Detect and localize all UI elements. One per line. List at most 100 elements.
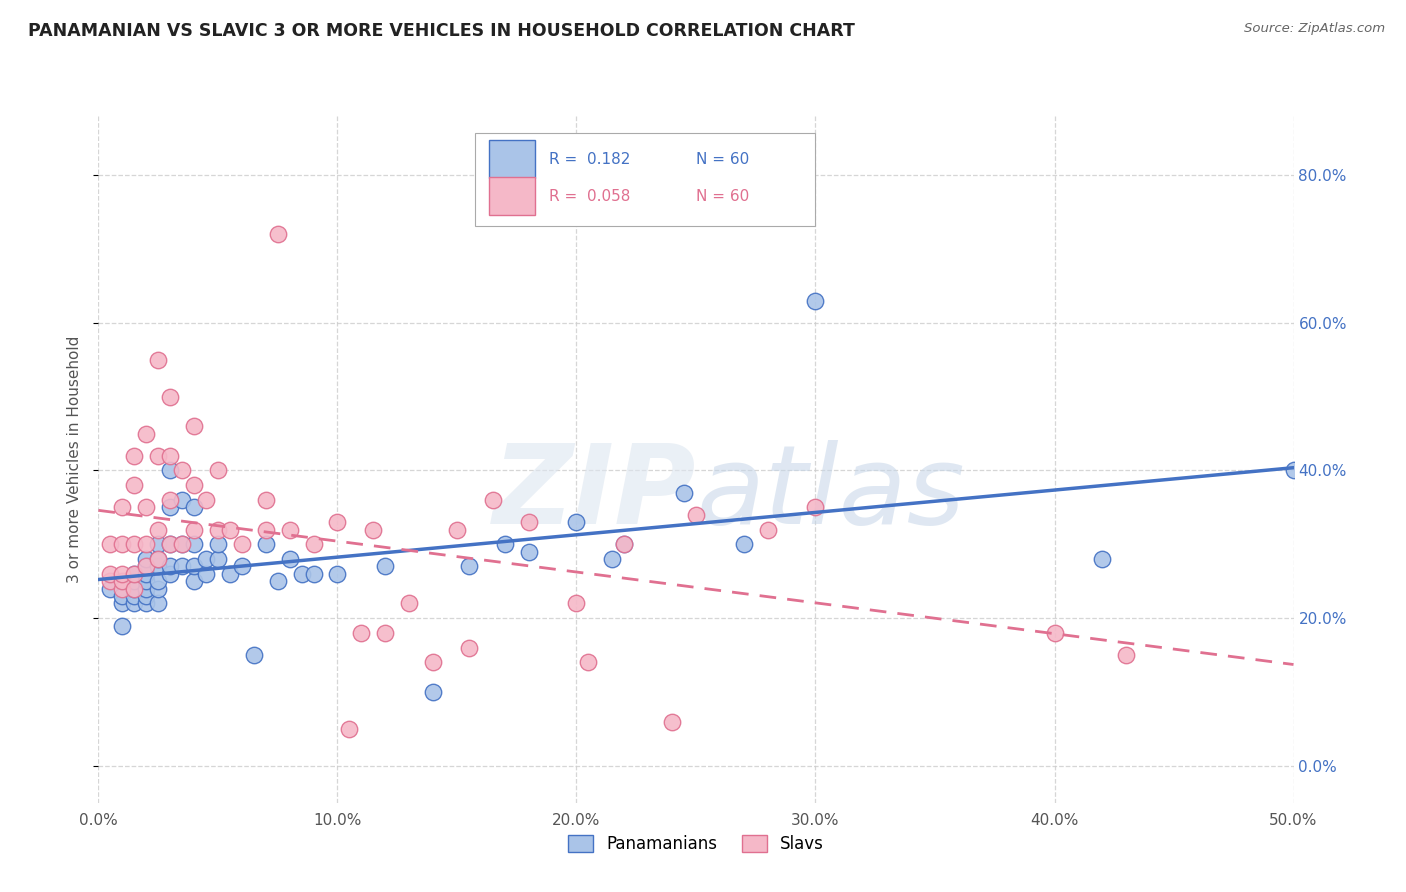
Point: [111, 596, 134, 610]
Point: [172, 537, 194, 551]
Point: [135, 559, 157, 574]
Point: [111, 589, 134, 603]
Point: [576, 656, 599, 670]
FancyBboxPatch shape: [475, 133, 815, 226]
Point: [135, 566, 157, 581]
Point: [1043, 626, 1066, 640]
Point: [172, 559, 194, 574]
Point: [1282, 463, 1305, 477]
Point: [159, 449, 181, 463]
Point: [458, 559, 481, 574]
Point: [148, 523, 170, 537]
Point: [278, 552, 301, 566]
Point: [685, 508, 707, 522]
Point: [194, 493, 218, 508]
Point: [565, 515, 588, 529]
Point: [231, 559, 253, 574]
Y-axis label: 3 or more Vehicles in Household: 3 or more Vehicles in Household: [67, 335, 83, 583]
Point: [135, 582, 157, 596]
Point: [398, 596, 420, 610]
Point: [804, 500, 827, 515]
Point: [422, 656, 444, 670]
Point: [183, 559, 205, 574]
Point: [219, 566, 242, 581]
Point: [231, 537, 253, 551]
Point: [207, 523, 229, 537]
Point: [98, 582, 122, 596]
Point: [267, 574, 290, 589]
Point: [673, 485, 696, 500]
Point: [207, 463, 229, 477]
Point: [207, 552, 229, 566]
Point: [183, 478, 205, 492]
Text: ZIP: ZIP: [492, 441, 696, 547]
Point: [135, 552, 157, 566]
Point: [111, 566, 134, 581]
Point: [124, 566, 146, 581]
Point: [756, 523, 779, 537]
Point: [207, 537, 229, 551]
Point: [148, 552, 170, 566]
Point: [278, 523, 301, 537]
Point: [124, 478, 146, 492]
Point: [111, 574, 134, 589]
Point: [183, 537, 205, 551]
Point: [148, 552, 170, 566]
Point: [458, 640, 481, 655]
Point: [172, 463, 194, 477]
Point: [159, 500, 181, 515]
Point: [159, 390, 181, 404]
Point: [148, 449, 170, 463]
Point: [243, 648, 266, 662]
Point: [602, 552, 624, 566]
Point: [254, 537, 277, 551]
Point: [111, 537, 134, 551]
Point: [291, 566, 314, 581]
Point: [733, 537, 755, 551]
Point: [422, 685, 444, 699]
Point: [124, 589, 146, 603]
Point: [183, 523, 205, 537]
Point: [124, 596, 146, 610]
Point: [613, 537, 636, 551]
Point: [661, 714, 683, 729]
Point: [124, 574, 146, 589]
Point: [517, 544, 540, 558]
Point: [124, 537, 146, 551]
Point: [302, 566, 325, 581]
Point: [111, 582, 134, 596]
Point: [374, 559, 396, 574]
Point: [148, 559, 170, 574]
Point: [804, 293, 827, 308]
Point: [363, 523, 385, 537]
Point: [254, 523, 277, 537]
Point: [194, 552, 218, 566]
Point: [339, 722, 360, 736]
Point: [159, 537, 181, 551]
Point: [302, 537, 325, 551]
Point: [135, 589, 157, 603]
Point: [326, 515, 349, 529]
Point: [517, 515, 540, 529]
Point: [613, 537, 636, 551]
Point: [135, 574, 157, 589]
Text: N = 60: N = 60: [696, 152, 749, 167]
Point: [111, 500, 134, 515]
Point: [219, 523, 242, 537]
Text: N = 60: N = 60: [696, 189, 749, 203]
Point: [1091, 552, 1114, 566]
Point: [124, 582, 146, 596]
Point: [98, 574, 122, 589]
Point: [194, 566, 218, 581]
Point: [183, 574, 205, 589]
Point: [446, 523, 468, 537]
Point: [135, 500, 157, 515]
Point: [494, 537, 516, 551]
Point: [159, 559, 181, 574]
Point: [374, 626, 396, 640]
Point: [183, 419, 205, 434]
Point: [183, 500, 205, 515]
Point: [135, 559, 157, 574]
Point: [172, 537, 194, 551]
Text: atlas: atlas: [696, 441, 965, 547]
